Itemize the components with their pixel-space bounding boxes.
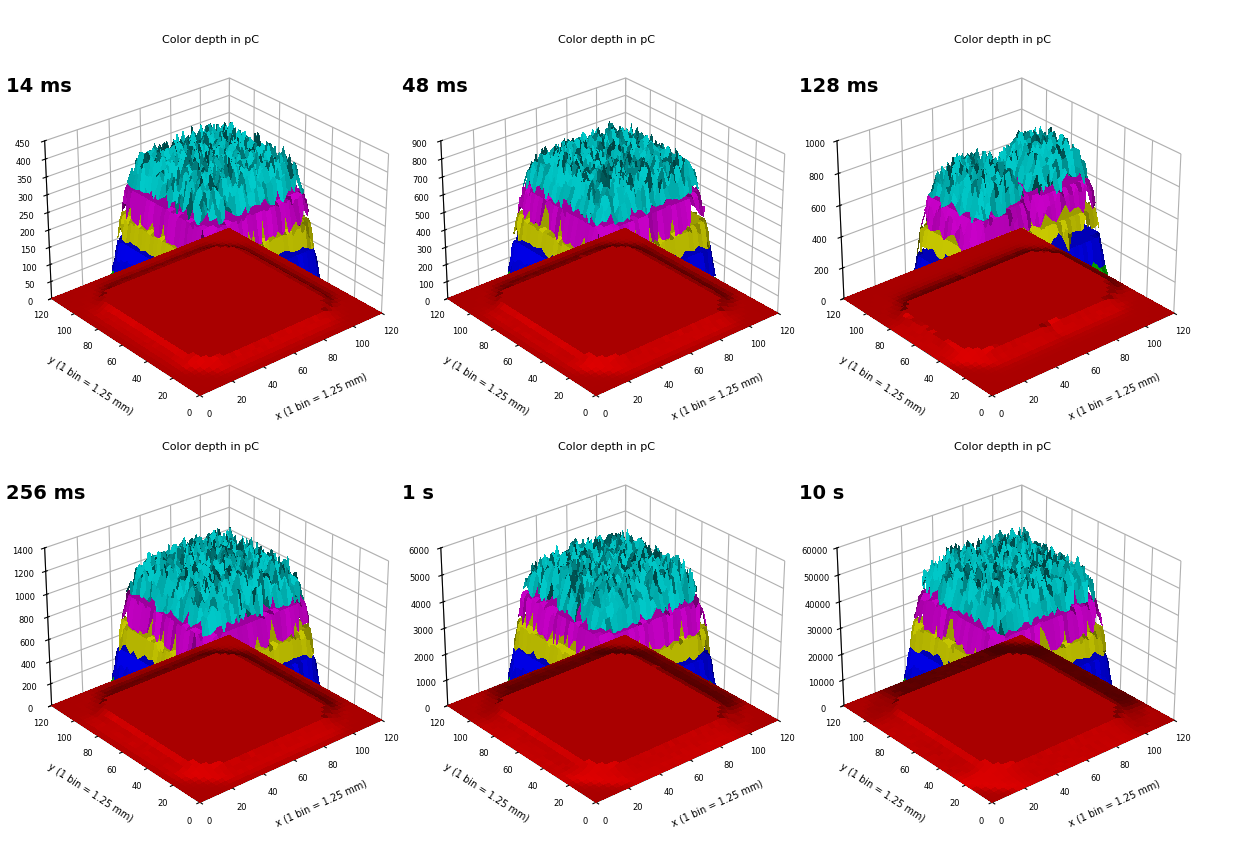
Text: 48 ms: 48 ms bbox=[402, 77, 468, 96]
Y-axis label: y (1 bin = 1.25 mm): y (1 bin = 1.25 mm) bbox=[838, 762, 927, 824]
X-axis label: x (1 bin = 1.25 mm): x (1 bin = 1.25 mm) bbox=[1067, 371, 1161, 421]
Y-axis label: y (1 bin = 1.25 mm): y (1 bin = 1.25 mm) bbox=[442, 762, 531, 824]
Title: Color depth in pC: Color depth in pC bbox=[954, 443, 1051, 452]
Y-axis label: y (1 bin = 1.25 mm): y (1 bin = 1.25 mm) bbox=[838, 354, 927, 417]
Title: Color depth in pC: Color depth in pC bbox=[558, 443, 655, 452]
Text: 128 ms: 128 ms bbox=[799, 77, 878, 96]
Title: Color depth in pC: Color depth in pC bbox=[162, 36, 259, 45]
X-axis label: x (1 bin = 1.25 mm): x (1 bin = 1.25 mm) bbox=[671, 778, 765, 828]
Text: 1 s: 1 s bbox=[402, 484, 435, 503]
Title: Color depth in pC: Color depth in pC bbox=[558, 36, 655, 45]
Title: Color depth in pC: Color depth in pC bbox=[954, 36, 1051, 45]
Text: 10 s: 10 s bbox=[799, 484, 844, 503]
Y-axis label: y (1 bin = 1.25 mm): y (1 bin = 1.25 mm) bbox=[46, 762, 135, 824]
Y-axis label: y (1 bin = 1.25 mm): y (1 bin = 1.25 mm) bbox=[442, 354, 531, 417]
X-axis label: x (1 bin = 1.25 mm): x (1 bin = 1.25 mm) bbox=[1067, 778, 1161, 828]
Text: 14 ms: 14 ms bbox=[6, 77, 72, 96]
Title: Color depth in pC: Color depth in pC bbox=[162, 443, 259, 452]
Y-axis label: y (1 bin = 1.25 mm): y (1 bin = 1.25 mm) bbox=[46, 354, 135, 417]
X-axis label: x (1 bin = 1.25 mm): x (1 bin = 1.25 mm) bbox=[275, 371, 369, 421]
Text: 256 ms: 256 ms bbox=[6, 484, 85, 503]
X-axis label: x (1 bin = 1.25 mm): x (1 bin = 1.25 mm) bbox=[275, 778, 369, 828]
X-axis label: x (1 bin = 1.25 mm): x (1 bin = 1.25 mm) bbox=[671, 371, 765, 421]
